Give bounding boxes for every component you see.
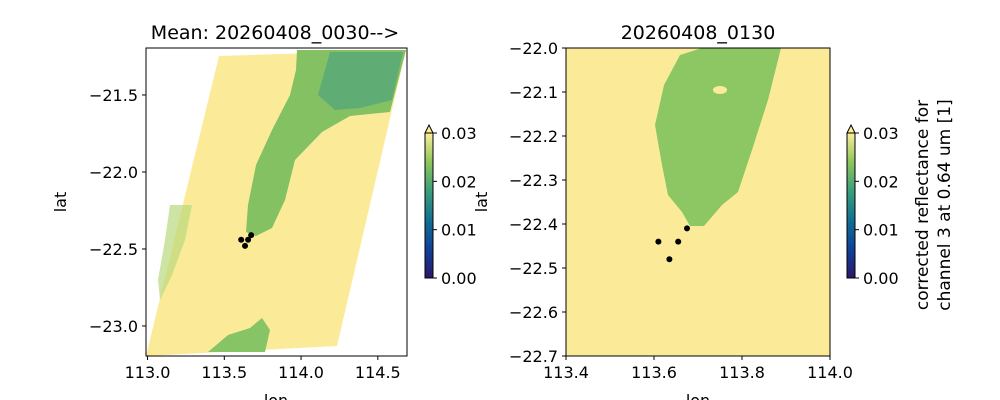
colorbar-1 [424,123,434,279]
colorbar-2 [846,123,856,279]
colorbar-label-line1: corrected reflectance for [913,100,933,310]
y-tick-label: −22.5 [509,259,558,278]
colorbar-tick-label: 0.00 [441,269,477,288]
location-marker [655,238,662,245]
y-tick-label: −22.0 [509,39,558,58]
panel2-xlabel: lon [686,391,710,400]
location-marker [675,238,682,245]
colorbar-label-line2: channel 3 at 0.64 um [1] [935,99,955,310]
colorbar-tick-label: 0.02 [863,172,899,191]
x-tick-label: 113.8 [719,363,765,382]
location-marker [248,232,255,239]
colorbar-tick-label: 0.01 [441,221,477,240]
y-tick-label: −22.7 [509,347,558,366]
y-tick-label: −22.4 [509,215,558,234]
x-tick-label: 114.5 [355,363,401,382]
y-tick-label: −21.5 [89,86,138,105]
location-marker [242,242,249,249]
panel1-xlabel: lon [264,391,288,400]
x-tick-label: 113.5 [201,363,247,382]
y-tick-label: −22.6 [509,303,558,322]
location-marker [238,236,245,243]
y-tick-label: −23.0 [89,317,138,336]
y-tick-label: −22.5 [89,240,138,259]
x-tick-label: 113.4 [543,363,589,382]
colorbar-tick-label: 0.01 [863,221,899,240]
panel1-points [238,232,255,249]
y-tick-label: −22.1 [509,83,558,102]
x-tick-label: 114.0 [807,363,853,382]
y-tick-label: −22.2 [509,127,558,146]
location-marker [684,225,690,232]
location-marker [666,256,673,263]
green-speckle-west [158,205,192,300]
teal-region [318,52,403,110]
colorbar-tick-label: 0.02 [441,172,477,191]
x-tick-label: 113.6 [631,363,677,382]
location-marker [245,236,252,243]
axis-ticks: 113.0 113.5 114.0 114.5 −21.5 −22.0 −22.5 −23.0… [89,39,899,382]
y-tick-label: −22.3 [509,171,558,190]
colorbar-tick-label: 0.00 [863,269,899,288]
y-tick-label: −22.0 [89,163,138,182]
x-tick-label: 114.0 [278,363,324,382]
x-tick-label: 113.0 [125,363,171,382]
panel2-ylabel: lat [472,192,491,213]
colorbar-tick-label: 0.03 [863,124,899,143]
panel1-ylabel: lat [51,192,70,213]
panel2-image [566,48,830,356]
panel1-title: Mean: 20260408_0030--> [151,22,399,44]
colorbar-tick-label: 0.03 [441,124,477,143]
panel2-points [655,225,690,263]
cloud-gap [713,86,727,94]
green-patch-south [208,318,270,352]
panel2-axes-frame [565,47,831,357]
panel1-image [146,50,406,356]
panel2-title: 20260408_0130 [621,22,776,44]
panel1-axes-frame [145,47,408,357]
green-plume [655,48,781,226]
